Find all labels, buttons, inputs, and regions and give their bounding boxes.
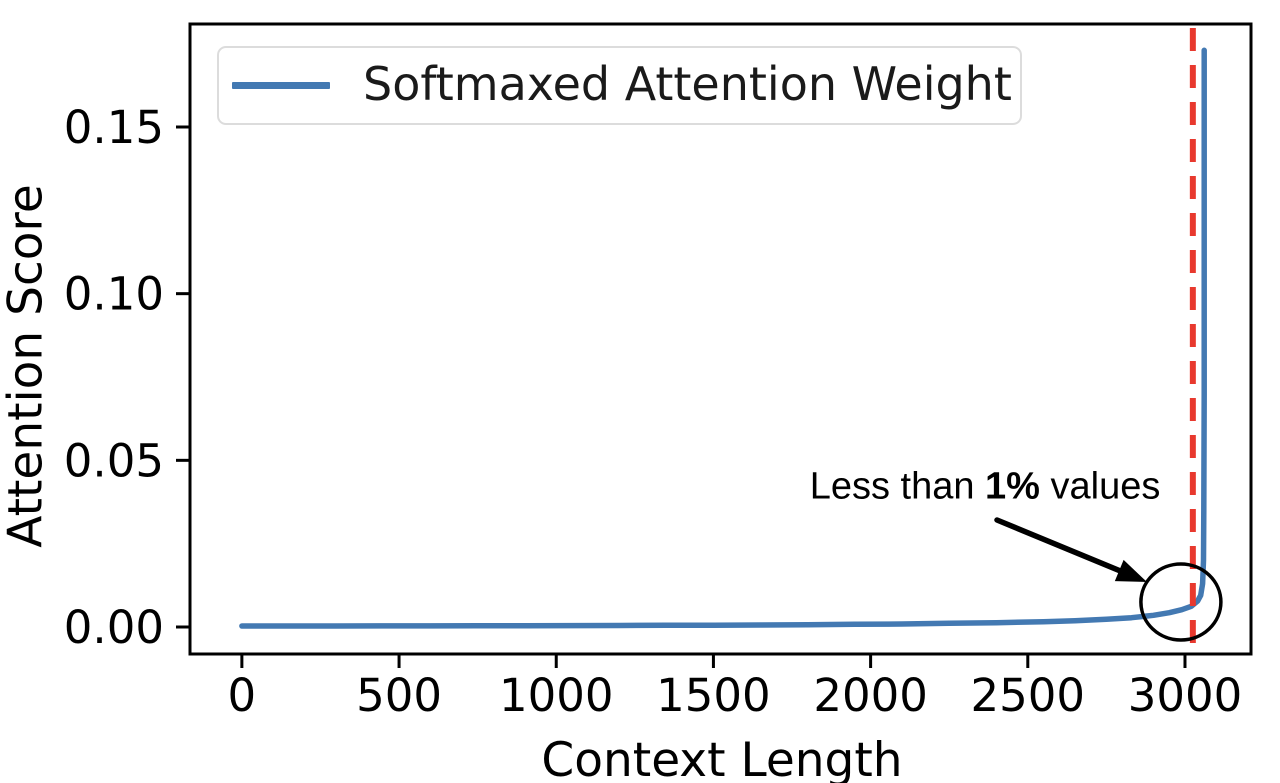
- annotation-text-pre: Less than: [809, 465, 986, 508]
- x-tick-label: 2000: [813, 669, 928, 722]
- attention-curve: [239, 47, 1207, 629]
- legend: Softmaxed Attention Weight: [217, 46, 1022, 125]
- y-tick-label: 0.15: [64, 101, 164, 154]
- x-tick-label: 3000: [1128, 669, 1243, 722]
- legend-label: Softmaxed Attention Weight: [363, 56, 1012, 111]
- x-tick-label: 0: [228, 669, 257, 722]
- x-tick-label: 2500: [971, 669, 1086, 722]
- x-tick-label: 500: [356, 669, 442, 722]
- annotation-text-bold: 1%: [985, 465, 1040, 508]
- y-tick-label: 0.00: [64, 601, 164, 654]
- plot-border: [188, 22, 1253, 656]
- annotation-text-post: values: [1039, 465, 1161, 508]
- y-tick-label: 0.05: [64, 434, 164, 487]
- x-axis-label: Context Length: [541, 733, 903, 783]
- highlight-circle: [1139, 562, 1223, 642]
- annotation-arrow-head: [1114, 559, 1147, 582]
- annotation-text: Less than 1% values: [810, 466, 1161, 509]
- y-tick-label: 0.10: [64, 268, 164, 321]
- y-axis-label: Attention Score: [0, 184, 54, 548]
- x-tick-label: 1000: [499, 669, 614, 722]
- annotation-arrow-shaft: [994, 517, 1130, 577]
- legend-line-sample: [232, 82, 330, 89]
- x-tick-label: 1500: [656, 669, 771, 722]
